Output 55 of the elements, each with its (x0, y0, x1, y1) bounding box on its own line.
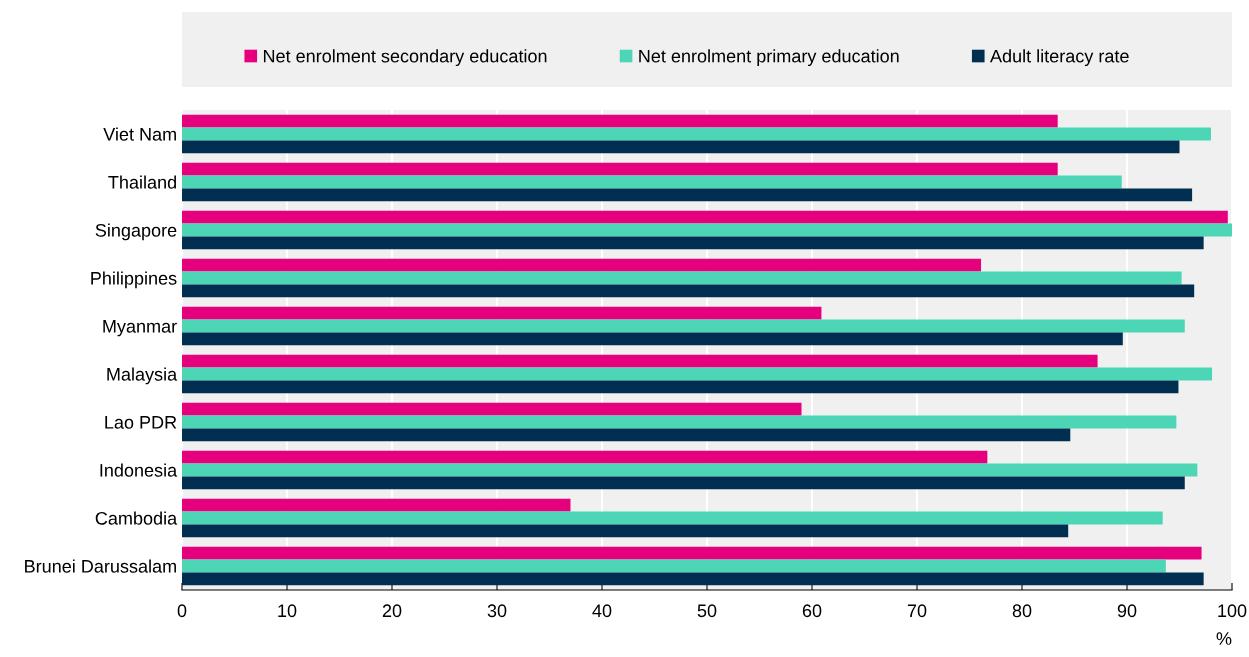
bar (182, 332, 1123, 346)
legend-label: Adult literacy rate (990, 49, 1129, 67)
y-tick-label: Philippines (91, 271, 177, 289)
bar (182, 463, 1198, 477)
bar (182, 210, 1228, 224)
bar (182, 271, 1182, 285)
bar (182, 284, 1195, 298)
bar (182, 175, 1122, 189)
y-tick-label: Brunei Darussalam (25, 559, 176, 573)
bar (182, 127, 1211, 141)
bar (182, 572, 1204, 586)
bar (182, 114, 1058, 128)
x-tick-label: 70 (907, 604, 927, 618)
x-tick-label: 0 (177, 604, 187, 618)
bar (182, 415, 1177, 429)
bar (182, 188, 1193, 202)
x-tick-label: 60 (802, 604, 822, 618)
bar (182, 236, 1204, 250)
x-tick-label: 90 (1117, 604, 1137, 618)
bar (182, 162, 1058, 176)
bar (182, 223, 1232, 237)
x-tick-label: 20 (382, 604, 402, 618)
bar (182, 546, 1202, 560)
bar (182, 402, 802, 416)
y-tick-label: Indonesia (100, 463, 178, 477)
bar (182, 524, 1069, 538)
bar (182, 258, 982, 272)
y-tick-label: Myanmar (103, 320, 177, 337)
legend-label: Net enrolment primary education (639, 49, 899, 67)
x-tick-label: 100 (1218, 604, 1247, 618)
y-tick-label: Thailand (108, 175, 176, 189)
y-tick-label: Viet Nam (103, 127, 176, 141)
y-tick-label: Singapore (95, 223, 177, 241)
bar (182, 428, 1071, 442)
x-tick-label: 10 (278, 604, 297, 618)
bar (182, 476, 1185, 490)
bar (182, 140, 1180, 154)
bar (182, 367, 1213, 381)
text: % (1216, 632, 1232, 645)
x-tick-label: 40 (592, 604, 612, 618)
bar (182, 319, 1185, 333)
y-tick-label: Malaysia (107, 367, 178, 385)
bar (182, 498, 571, 512)
bar (182, 380, 1179, 394)
x-tick-label: 50 (697, 604, 717, 618)
y-tick-label: Cambodia (95, 511, 178, 525)
bar (182, 450, 988, 464)
legend-label: Net enrolment secondary education (263, 49, 547, 67)
x-tick-label: 30 (487, 604, 507, 618)
x-tick-label: 80 (1012, 604, 1032, 618)
bar (182, 354, 1098, 368)
y-tick-label: Lao PDR (105, 416, 177, 429)
bar (182, 511, 1163, 525)
bar (182, 306, 822, 320)
bar (182, 559, 1166, 573)
